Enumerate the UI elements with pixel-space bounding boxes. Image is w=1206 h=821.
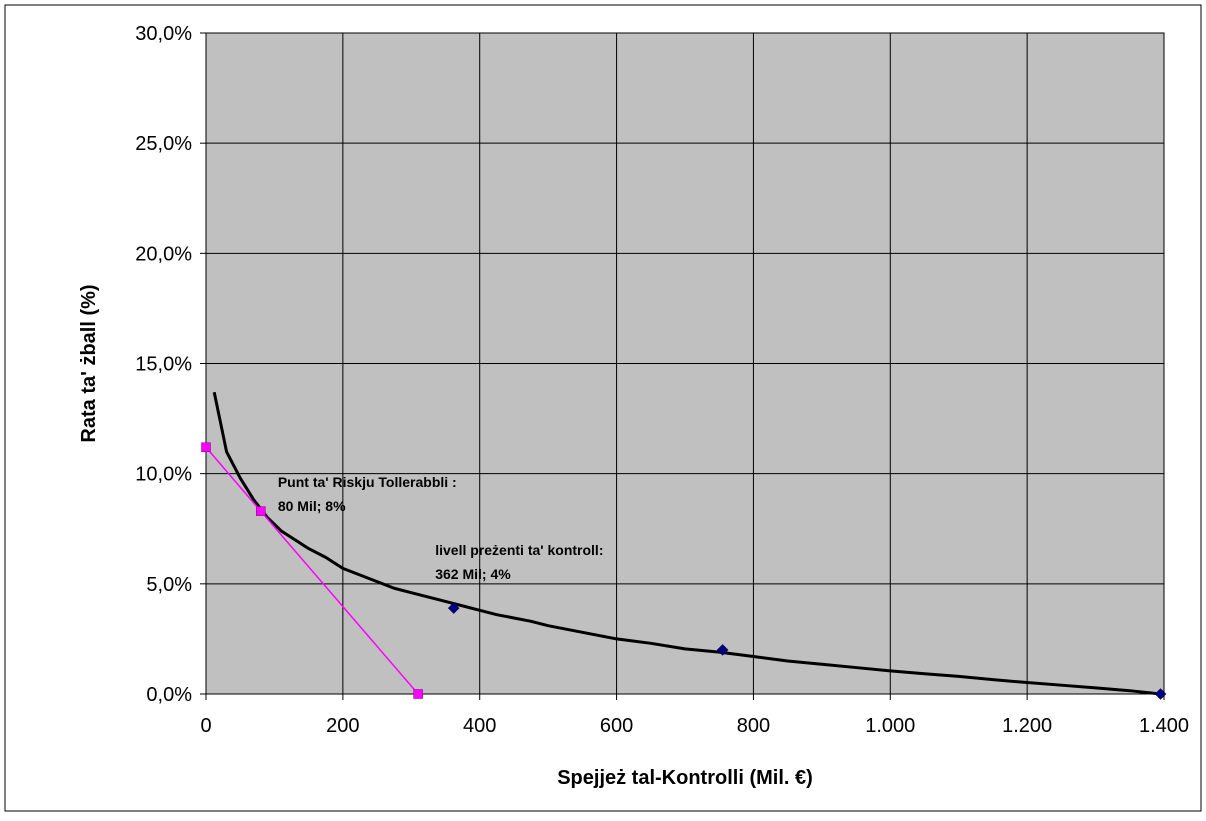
y-tick-label: 25,0%	[135, 133, 192, 155]
x-tick-label: 1.200	[1002, 715, 1052, 737]
x-tick-label: 800	[737, 715, 770, 737]
y-tick-label: 30,0%	[135, 23, 192, 45]
series-layer	[201, 391, 1167, 700]
y-tick-label: 5,0%	[146, 574, 192, 596]
control-level-point	[1154, 688, 1167, 700]
gridlines	[205, 32, 1165, 695]
y-tick-label: 10,0%	[135, 464, 192, 486]
x-tick-label: 600	[600, 715, 633, 737]
annotation-line2: 362 Mil; 4%	[435, 566, 511, 582]
tick-labels: 0 200 400 600 800 1.000 1.200 1.400 0,0% 5,0% 10,0…	[135, 23, 1189, 737]
y-tick-label: 15,0%	[135, 354, 192, 376]
annotation-line1: livell preżenti ta' kontroll:	[435, 542, 603, 558]
annotation-line1: Punt ta' Riskju Tollerabbli :	[278, 474, 457, 490]
y-tick-label: 0,0%	[146, 684, 192, 706]
tolerable-risk-point	[413, 689, 423, 699]
annotation-line2: 80 Mil; 8%	[278, 498, 346, 514]
x-tick-label: 1.400	[1139, 715, 1189, 737]
tolerable-risk-point	[201, 442, 211, 452]
tolerable-risk-point	[255, 506, 266, 516]
y-axis-title: Rata ta' żball (%)	[78, 284, 100, 442]
y-tick-label: 20,0%	[135, 243, 192, 265]
x-tick-label: 400	[463, 715, 496, 737]
annotations: Punt ta' Riskju Tollerabbli : 80 Mil; 8% l…	[278, 474, 604, 582]
control-level-point	[447, 602, 460, 614]
x-axis-title: Spejjeż tal-Kontrolli (Mil. €)	[557, 767, 813, 789]
control-level-point	[716, 644, 729, 656]
x-tick-label: 200	[326, 715, 359, 737]
cost-curve-line	[212, 391, 1161, 696]
x-tick-label: 1.000	[865, 715, 915, 737]
x-tick-label: 0	[200, 715, 211, 737]
